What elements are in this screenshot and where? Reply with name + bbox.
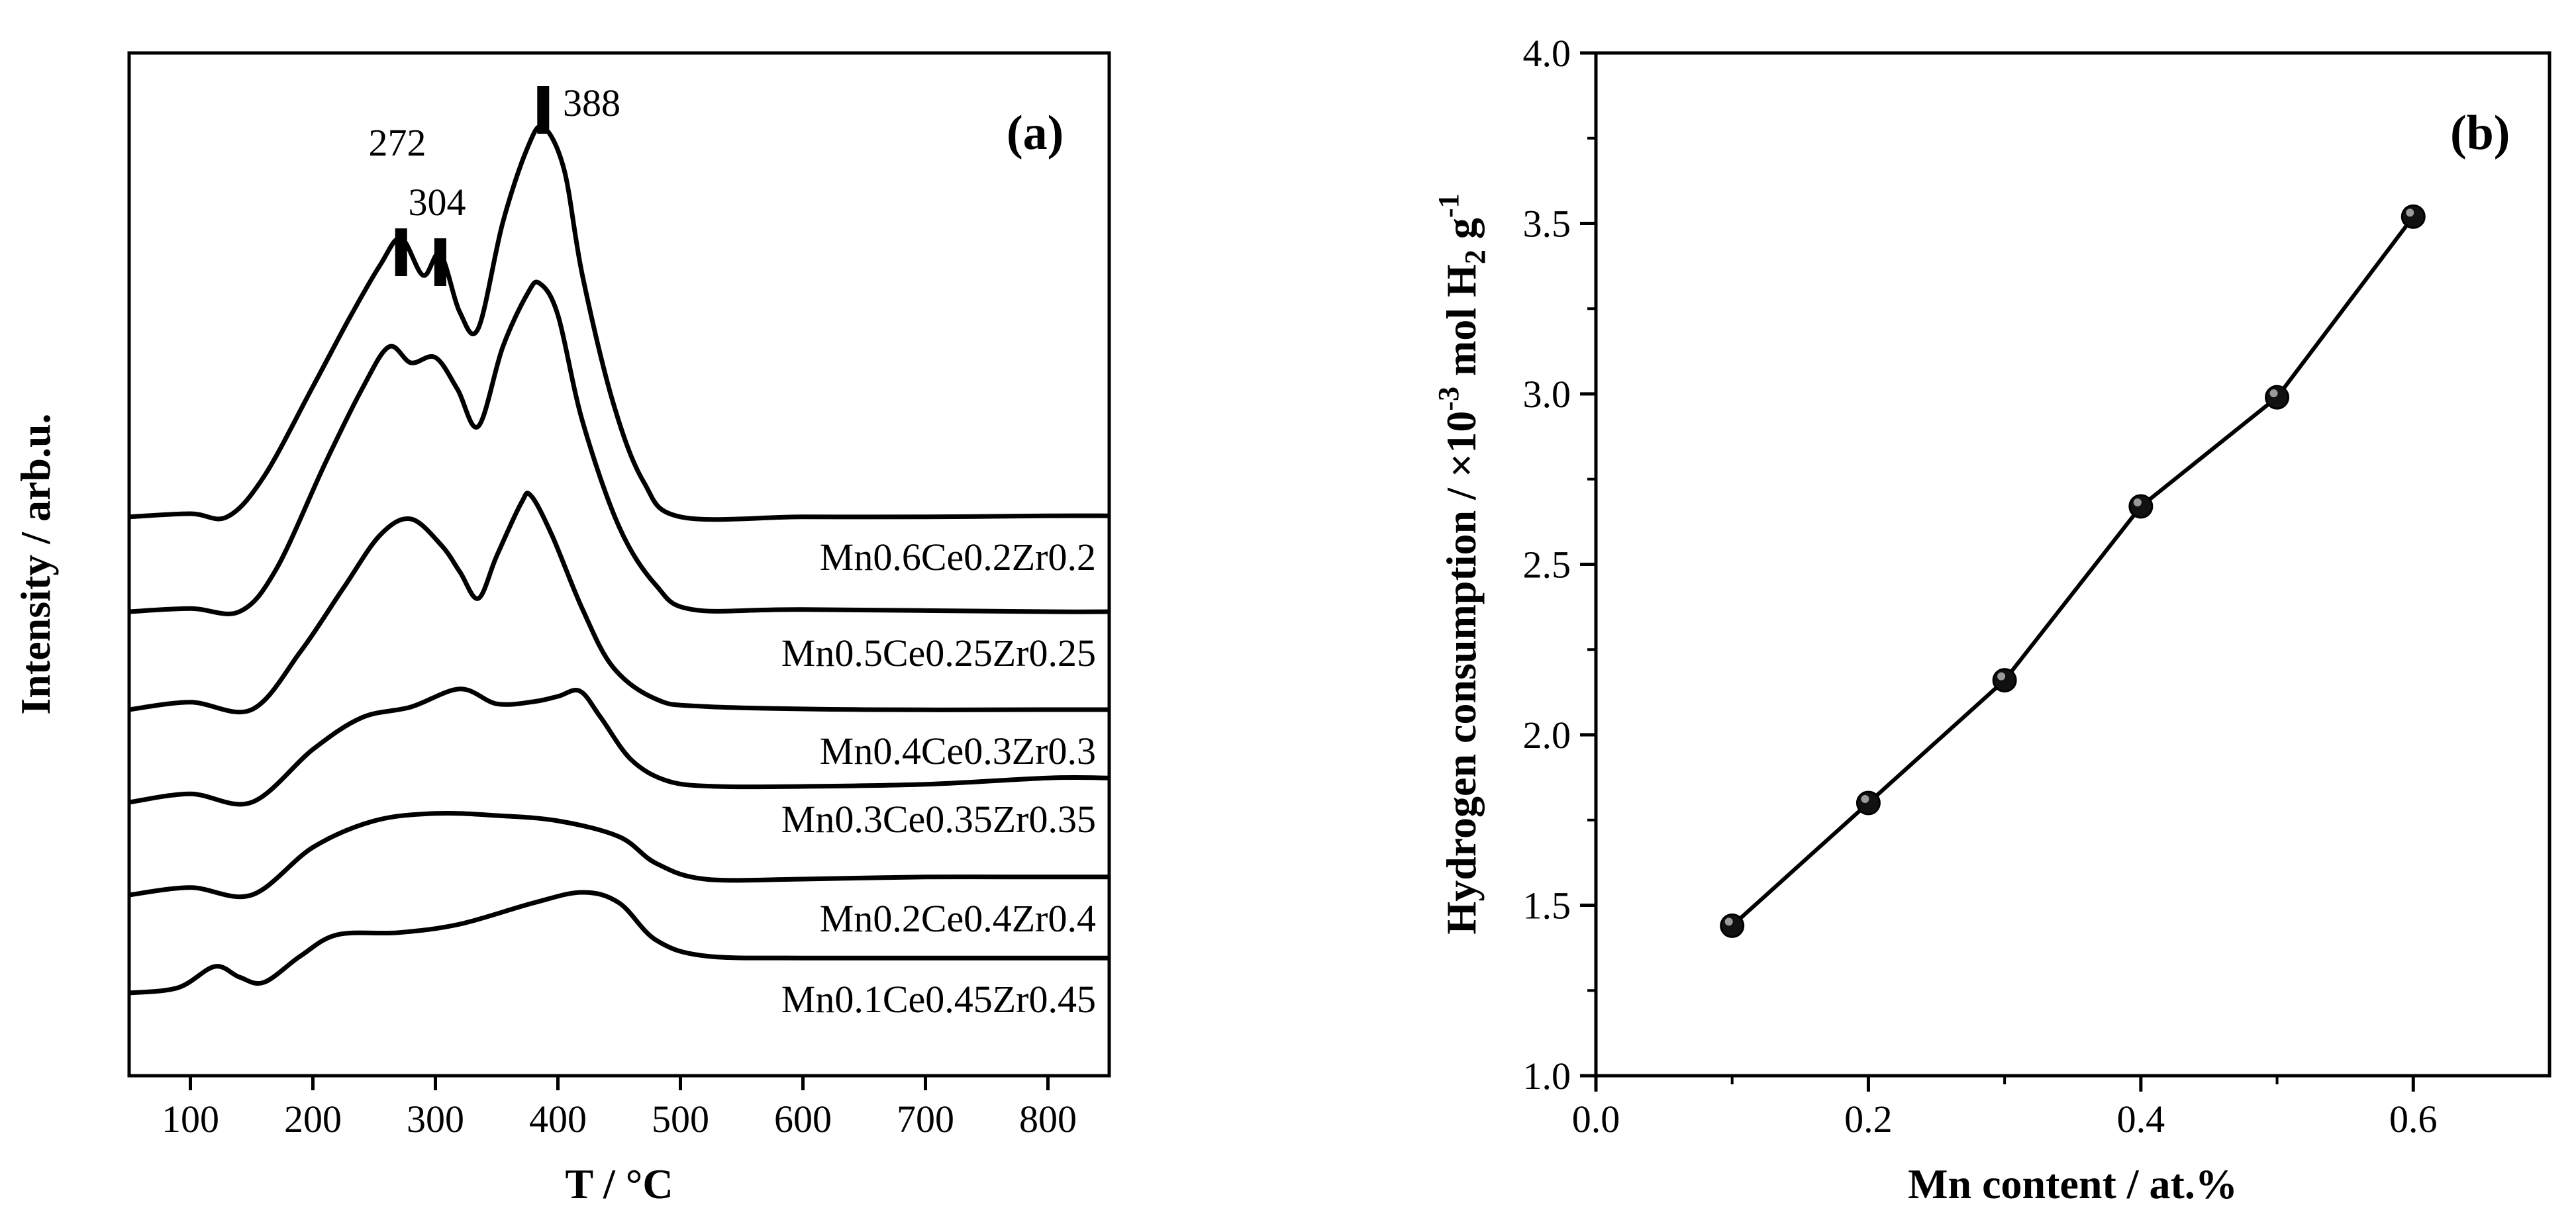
peak-label-272: 272: [369, 121, 426, 164]
panel-b-x-tick-label: 0.0: [1572, 1098, 1620, 1141]
panel-a-peak-markers: 272 304 388: [369, 81, 620, 286]
panel-b-y-tick-label: 2.5: [1523, 543, 1571, 587]
panel-b-ticks: 0.0 0.2 0.4 0.6 1.0 1.5 2.0 2.5 3.0 3.5 4.0: [1523, 32, 2438, 1141]
panel-a-x-tick-label: 100: [162, 1098, 219, 1141]
peak-marker-388: [537, 86, 550, 134]
peak-label-388: 388: [563, 81, 620, 124]
series-label: Mn0.5Ce0.25Zr0.25: [781, 632, 1096, 675]
data-point-highlight: [2133, 498, 2142, 506]
panel-b-y-tick-label: 2.0: [1523, 714, 1571, 757]
hydrogen-consumption-line: [1730, 215, 2415, 927]
panel-a-series-labels: Mn0.6Ce0.2Zr0.2 Mn0.5Ce0.25Zr0.25 Mn0.4Ce0…: [781, 536, 1096, 1021]
series-label: Mn0.2Ce0.4Zr0.4: [820, 897, 1096, 940]
tpr-curve-Mn0.1Ce0.45Zr0.45: [128, 890, 1109, 996]
panel-b-y-title-exp1: -3: [1432, 387, 1465, 411]
peak-label-304: 304: [409, 181, 466, 224]
series-label: Mn0.3Ce0.35Zr0.35: [781, 798, 1096, 841]
panel-b-y-title-exp2: -1: [1432, 193, 1465, 218]
panel-a-x-axis-title: T / °C: [565, 1160, 673, 1207]
panel-b-y-axis-title: Hydrogen consumption / ×10-3 mol H2 g-1: [1432, 193, 1491, 934]
panel-b-x-tick-label: 0.6: [2389, 1098, 2438, 1141]
panel-b-y-title-mid: mol H: [1438, 264, 1485, 387]
data-point-0.1: [1720, 913, 1745, 938]
panel-b-y-tick-label: 4.0: [1523, 32, 1571, 75]
panel-a-x-tick-label: 800: [1019, 1098, 1077, 1141]
data-point-0.3: [1992, 668, 2017, 693]
data-point-highlight: [2406, 209, 2414, 217]
panel-a-x-tick-label: 700: [897, 1098, 954, 1141]
peak-marker-272: [395, 228, 407, 276]
tpr-curve-Mn0.3Ce0.35Zr0.35: [128, 686, 1110, 807]
tpr-curve-Mn0.4Ce0.3Zr0.3: [128, 491, 1109, 715]
data-point-highlight: [1724, 918, 1733, 926]
peak-marker-304: [434, 238, 446, 286]
panel-a-x-tick-label: 300: [407, 1098, 464, 1141]
panel-b-x-tick-label: 0.2: [1844, 1098, 1893, 1141]
data-point-highlight: [1861, 795, 1869, 803]
data-point-0.5: [2265, 385, 2290, 410]
data-point-highlight: [1997, 672, 2006, 681]
panel-b-y-tick-label: 1.5: [1523, 884, 1571, 927]
panel-a-x-tick-label: 600: [774, 1098, 832, 1141]
panel-a-x-tick-label: 200: [284, 1098, 342, 1141]
series-label: Mn0.1Ce0.45Zr0.45: [781, 978, 1096, 1021]
data-point-0.4: [2128, 494, 2154, 519]
panel-b-y-title-sub: 2: [1459, 250, 1491, 264]
panel-a-frame: [127, 51, 1111, 1078]
panel-b-y-title-tail: g: [1438, 218, 1485, 250]
panel-b-y-tick-label: 3.0: [1523, 373, 1571, 416]
panel-a-y-axis-title: Intensity / arb.u.: [12, 413, 59, 714]
panel-a-x-tick-label: 400: [529, 1098, 587, 1141]
panel-a-x-ticks: 100 200 300 400 500 600 700 800: [162, 1076, 1077, 1141]
panel-b: 0.0 0.2 0.4 0.6 1.0 1.5 2.0 2.5 3.0 3.5 4.0 (b) Mn…: [1432, 32, 2551, 1207]
data-point-0.2: [1856, 790, 1881, 816]
tpr-curve-Mn0.2Ce0.4Zr0.4: [128, 810, 1109, 900]
panel-b-y-title-main: Hydrogen consumption / ×10: [1438, 411, 1485, 935]
series-label: Mn0.4Ce0.3Zr0.3: [820, 730, 1096, 773]
panel-b-x-axis-title: Mn content / at.%: [1908, 1160, 2238, 1207]
data-point-highlight: [2269, 389, 2278, 398]
series-label: Mn0.6Ce0.2Zr0.2: [820, 536, 1096, 579]
panel-a-x-tick-label: 500: [652, 1098, 709, 1141]
data-point-0.6: [2401, 204, 2426, 229]
panel-b-y-tick-label: 1.0: [1523, 1055, 1571, 1098]
panel-a-curves: [128, 124, 1110, 996]
panel-b-x-tick-label: 0.4: [2117, 1098, 2165, 1141]
panel-a-label: (a): [1007, 106, 1064, 160]
panel-b-label: (b): [2450, 106, 2510, 160]
panel-a: 100 200 300 400 500 600 700 800 272 304 388 Mn0.6…: [12, 51, 1111, 1207]
tpr-curve-Mn0.5Ce0.25Zr0.25: [128, 279, 1110, 616]
tpr-curve-Mn0.6Ce0.2Zr0.2: [128, 124, 1110, 522]
panel-b-y-tick-label: 3.5: [1523, 203, 1571, 246]
panel-b-series: [1720, 204, 2426, 938]
